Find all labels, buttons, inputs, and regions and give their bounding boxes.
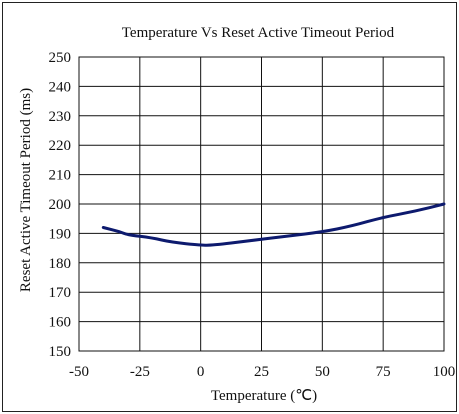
x-tick-label: 50: [315, 364, 330, 380]
x-tick-label: 100: [433, 364, 456, 380]
y-axis-label: Reset Active Timeout Period (ms): [18, 88, 34, 292]
y-tick-label: 170: [49, 285, 72, 301]
x-axis-label: Temperature (℃): [211, 388, 317, 404]
y-tick-label: 250: [49, 50, 72, 66]
y-tick-label: 220: [49, 138, 72, 154]
y-tick-label: 210: [49, 168, 72, 184]
chart-title: Temperature Vs Reset Active Timeout Peri…: [122, 25, 395, 41]
x-tick-label: 75: [376, 364, 391, 380]
y-tick-label: 160: [49, 315, 72, 331]
grid: [78, 56, 445, 352]
series-line: [101, 202, 446, 247]
x-tick-label: 0: [197, 364, 205, 380]
x-tick-label: -25: [130, 364, 150, 380]
y-tick-label: 150: [49, 344, 72, 360]
x-axis-ticks: -50 -25 0 25 50 75 100: [69, 364, 455, 380]
x-tick-label: 25: [254, 364, 269, 380]
y-tick-label: 200: [49, 197, 72, 213]
y-tick-label: 230: [49, 109, 72, 125]
y-axis-ticks: 150 160 170 180 190 200 210 220 230 240 250: [49, 50, 72, 360]
series-group: [101, 202, 446, 247]
y-tick-label: 240: [49, 79, 72, 95]
y-tick-label: 190: [49, 226, 72, 242]
y-tick-label: 180: [49, 256, 72, 272]
x-tick-label: -50: [69, 364, 89, 380]
